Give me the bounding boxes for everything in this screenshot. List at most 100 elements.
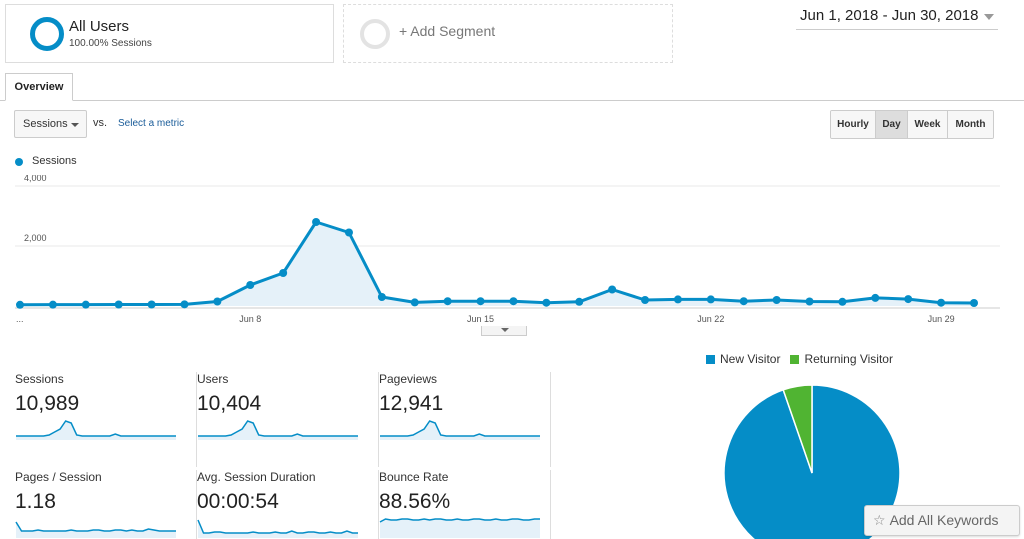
data-point[interactable] [344,228,353,237]
data-point[interactable] [114,300,123,309]
visitor-type-pie-chart [723,384,901,539]
sparkline-line [197,519,358,534]
bounce-rate-sparkline [379,518,540,538]
metric-card-bounce-rate[interactable]: Bounce Rate 88.56% [379,470,551,539]
metric-card-sessions[interactable]: Sessions 10,989 [15,372,197,467]
pages-per-session-sparkline [15,521,176,538]
data-point[interactable] [16,300,24,309]
sessions-area [20,222,974,306]
data-point[interactable] [542,298,551,307]
x-tick-label: Jun 8 [239,314,261,324]
data-point[interactable] [410,298,419,307]
granularity-week-button[interactable]: Week [908,111,948,138]
data-point[interactable] [312,218,321,226]
metric-value: 10,989 [15,392,80,415]
sparkline-line [380,420,540,437]
pie-legend-new-visitor: New Visitor [706,352,780,366]
x-tick-label: ... [16,314,24,324]
pie-slice[interactable] [723,384,901,539]
sparkline-area [16,421,176,440]
metric-value: 10,404 [197,392,262,415]
sparkline-line [198,420,358,437]
data-point[interactable] [279,269,288,277]
empty-segment-icon [360,19,390,49]
y-tick-label: 2,000 [24,233,47,243]
metric-label: Bounce Rate [379,470,449,484]
tab-overview[interactable]: Overview [5,73,73,101]
tab-divider [0,100,1024,101]
new-visitor-swatch [706,354,715,364]
data-point[interactable] [48,300,57,309]
data-point[interactable] [772,296,781,304]
data-point[interactable] [739,297,748,306]
metric-value: 88.56% [379,490,451,513]
granularity-day-button[interactable]: Day [876,111,908,138]
sessions-sparkline [16,420,176,440]
metric-label: Pageviews [379,372,438,386]
add-keywords-label: Add All Keywords [889,512,999,528]
sparkline-line [15,521,176,532]
granularity-toggle: Hourly Day Week Month [830,110,994,139]
add-segment-label: + Add Segment [399,23,496,39]
all-users-segment[interactable]: All Users 100.00% Sessions [5,4,334,63]
data-point[interactable] [509,297,518,306]
x-tick-label: Jun 22 [697,314,724,324]
data-point[interactable] [246,281,255,289]
granularity-month-button[interactable]: Month [948,111,993,138]
chart-collapse-handle[interactable] [481,326,527,336]
metric-card-pages-per-session[interactable]: Pages / Session 1.18 [15,470,197,539]
sessions-line [19,220,975,307]
data-point[interactable] [937,298,946,307]
sparkline-area [198,520,358,538]
data-point[interactable] [608,285,617,294]
data-point[interactable] [81,300,90,309]
data-point[interactable] [673,295,682,304]
data-point[interactable] [443,297,452,306]
add-segment-button[interactable]: + Add Segment [343,4,673,63]
pie-legend-label: New Visitor [720,352,781,366]
x-tick-label: Jun 15 [467,314,494,324]
data-point[interactable] [377,293,386,301]
data-point[interactable] [180,300,189,309]
metric-select[interactable]: Sessions [14,110,87,138]
metric-card-pageviews[interactable]: Pageviews 12,941 [379,372,551,467]
data-point[interactable] [575,297,584,306]
metric-value: 00:00:54 [197,490,279,513]
metric-card-users[interactable]: Users 10,404 [197,372,379,467]
sessions-legend-label: Sessions [32,155,77,167]
granularity-hourly-button[interactable]: Hourly [831,111,876,138]
date-range-picker[interactable]: Jun 1, 2018 - Jun 30, 2018 [796,4,998,30]
data-point[interactable] [871,293,880,302]
avg-session-duration-sparkline [197,519,358,538]
data-point[interactable] [904,295,913,304]
metric-label: Pages / Session [15,470,102,484]
data-point[interactable] [641,296,650,304]
metric-label: Users [197,372,229,386]
sparkline-area [198,421,358,440]
metric-value: 12,941 [379,392,444,415]
chevron-down-icon [71,123,79,127]
add-all-keywords-button[interactable]: ☆ Add All Keywords [864,505,1020,536]
sparkline-area [380,421,540,440]
returning-visitor-swatch [790,354,800,364]
y-tick-label: 4,000 [24,175,47,183]
pie-slice[interactable] [782,384,813,474]
select-metric-link[interactable]: Select a metric [118,118,185,129]
data-point[interactable] [476,297,485,306]
pie-legend: New Visitor Returning Visitor [706,352,893,366]
sparkline-line [16,420,176,437]
metric-label: Sessions [15,372,64,386]
date-range-text: Jun 1, 2018 - Jun 30, 2018 [800,7,979,24]
segment-subtitle: 100.00% Sessions [69,38,152,49]
data-point[interactable] [147,300,156,309]
pageviews-sparkline [380,420,540,440]
data-point[interactable] [706,295,715,304]
data-point[interactable] [970,299,978,307]
data-point[interactable] [213,297,222,306]
data-point[interactable] [805,297,814,306]
pie-legend-returning-visitor: Returning Visitor [790,352,893,366]
sparkline-line [379,518,540,523]
data-point[interactable] [838,297,847,306]
metric-card-avg-session-duration[interactable]: Avg. Session Duration 00:00:54 [197,470,379,539]
segment-title: All Users [69,18,130,35]
